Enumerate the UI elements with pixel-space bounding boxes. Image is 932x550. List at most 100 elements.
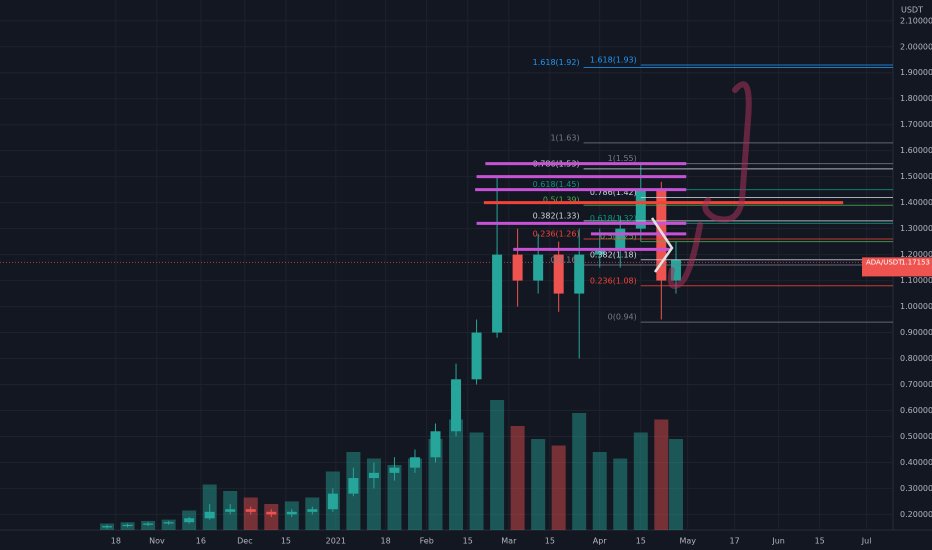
volume-bar bbox=[654, 419, 669, 530]
fib-label: 0.618(1.32) bbox=[590, 214, 637, 223]
fib-label: 1.618(1.92) bbox=[533, 58, 580, 67]
fib-label: 0.618(1.45) bbox=[533, 180, 580, 189]
volume-bar bbox=[469, 432, 484, 530]
candle-body bbox=[143, 523, 154, 525]
x-tick-label: 15 bbox=[636, 537, 646, 546]
plot-area: 1.618(1.92) 1.618(1.93) 1(1.63) 1(1.55) 0.78… bbox=[0, 0, 893, 530]
candle-body bbox=[512, 254, 523, 281]
x-tick-label: Dec bbox=[237, 537, 252, 546]
y-tick-label: 1.100000 bbox=[900, 276, 932, 285]
volume-bar bbox=[387, 465, 402, 530]
price-tag-value: 1.17153 bbox=[901, 258, 930, 266]
candle-body bbox=[471, 332, 482, 380]
x-tick-label: May bbox=[679, 537, 696, 546]
volume-bar bbox=[551, 445, 566, 530]
volume-bar bbox=[531, 439, 546, 530]
fib-label: 0.5(1.39) bbox=[543, 196, 580, 205]
hand-drawing bbox=[702, 81, 752, 223]
candle-body bbox=[574, 254, 585, 294]
x-tick-label: 16 bbox=[196, 537, 206, 546]
x-tick-label: Jun bbox=[771, 537, 785, 546]
volume-bar bbox=[449, 419, 464, 530]
candle-body bbox=[184, 518, 195, 523]
fib-label: 0(1.16) bbox=[550, 256, 579, 265]
volume-bar bbox=[633, 432, 648, 530]
x-tick-label: Feb bbox=[420, 537, 434, 546]
candle-body bbox=[225, 509, 236, 512]
x-tick-label: Mar bbox=[501, 537, 517, 546]
fib-label: 0.382(1.33) bbox=[533, 211, 580, 220]
x-tick-label: 15 bbox=[815, 537, 825, 546]
x-tick-label: 15 bbox=[463, 537, 473, 546]
volume-bar bbox=[510, 426, 525, 530]
candle-body bbox=[430, 431, 441, 458]
fib-label: 1(1.55) bbox=[608, 154, 637, 163]
y-tick-label: 1.000000 bbox=[900, 302, 932, 311]
y-tick-label: 1.900000 bbox=[900, 68, 932, 77]
fib-label: 1.618(1.93) bbox=[590, 55, 637, 64]
candle-body bbox=[451, 379, 462, 432]
fib-label: 0.236(1.08) bbox=[590, 276, 637, 285]
y-tick-label: 2.100000 bbox=[900, 16, 932, 25]
fib-label: 0(0.94) bbox=[608, 313, 637, 322]
candle-body bbox=[594, 249, 605, 255]
x-tick-label: 15 bbox=[281, 537, 291, 546]
y-axis-label: USDT bbox=[901, 6, 923, 15]
candle-body bbox=[307, 509, 318, 512]
volume-bar bbox=[428, 439, 443, 530]
arrow-drawing bbox=[650, 217, 674, 273]
fib-label: 0.786(1.42) bbox=[590, 188, 637, 197]
price-tag-name: ADA/USDT bbox=[866, 258, 903, 266]
x-tick-label: Jul bbox=[861, 537, 872, 546]
candle-body bbox=[635, 189, 646, 229]
y-tick-label: 2.000000 bbox=[900, 42, 932, 51]
fib-label: 1(1.63) bbox=[550, 133, 579, 142]
candle-body bbox=[102, 526, 113, 528]
volume-bar bbox=[613, 458, 628, 530]
x-tick-label: 15 bbox=[545, 537, 555, 546]
price-tag bbox=[862, 257, 932, 277]
candle-body bbox=[266, 511, 277, 515]
volume-bar bbox=[592, 452, 607, 530]
candle-body bbox=[389, 467, 400, 473]
candle-body bbox=[492, 254, 503, 333]
fib-label: 0.5(1.25) bbox=[600, 232, 637, 241]
candle-body bbox=[286, 511, 297, 515]
candle-body bbox=[409, 457, 420, 468]
candle-body bbox=[670, 259, 681, 281]
volume-bar bbox=[407, 458, 422, 530]
candle-body bbox=[368, 472, 379, 479]
volume-bar bbox=[572, 413, 587, 530]
x-tick-label: 2021 bbox=[326, 537, 346, 546]
x-tick-label: 17 bbox=[730, 537, 740, 546]
candle-body bbox=[204, 511, 215, 519]
y-tick-label: 0.900000 bbox=[900, 328, 932, 337]
fib-label: 0.382(1.18) bbox=[590, 250, 637, 259]
volume-bar bbox=[490, 400, 505, 530]
candle-body bbox=[122, 524, 133, 527]
candle-body bbox=[245, 509, 256, 512]
hand-drawing bbox=[667, 222, 703, 289]
x-tick-label: 18 bbox=[381, 537, 391, 546]
candle-body bbox=[348, 478, 359, 494]
fib-label: 0.236(1.26) bbox=[533, 230, 580, 239]
candle-body bbox=[163, 522, 174, 524]
candle-body bbox=[327, 493, 338, 510]
volume-bar bbox=[668, 439, 683, 530]
